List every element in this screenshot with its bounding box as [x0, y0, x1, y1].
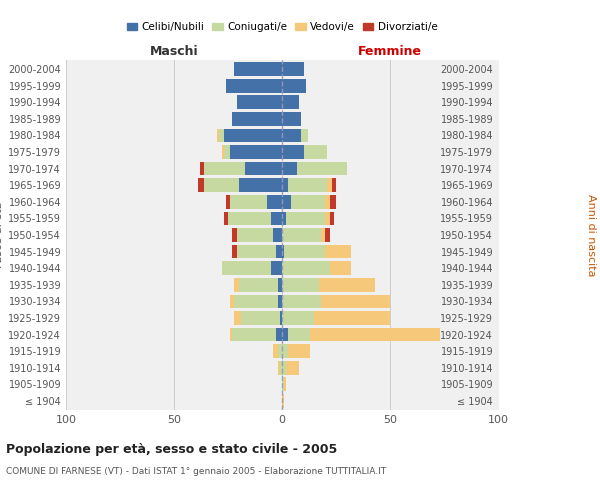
- Bar: [304, 146, 328, 159]
- Bar: [230, 328, 232, 342]
- Bar: [280, 361, 282, 374]
- Bar: [310, 328, 440, 342]
- Bar: [282, 328, 289, 342]
- Bar: [232, 328, 275, 342]
- Bar: [282, 394, 284, 407]
- Bar: [280, 311, 282, 324]
- Bar: [228, 212, 271, 225]
- Text: Anni di nascita: Anni di nascita: [586, 194, 596, 276]
- Text: Maschi: Maschi: [149, 44, 199, 58]
- Bar: [329, 195, 336, 208]
- Bar: [278, 278, 282, 291]
- Bar: [282, 146, 304, 159]
- Bar: [274, 228, 282, 242]
- Bar: [198, 178, 204, 192]
- Bar: [321, 228, 325, 242]
- Bar: [282, 128, 301, 142]
- Bar: [224, 146, 230, 159]
- Bar: [204, 162, 245, 175]
- Bar: [289, 344, 310, 358]
- Bar: [289, 178, 328, 192]
- Bar: [235, 278, 239, 291]
- Bar: [282, 278, 319, 291]
- Bar: [321, 294, 390, 308]
- Bar: [232, 245, 236, 258]
- Bar: [235, 311, 241, 324]
- Bar: [226, 79, 282, 92]
- Bar: [274, 344, 278, 358]
- Bar: [301, 128, 308, 142]
- Bar: [325, 195, 329, 208]
- Bar: [328, 178, 332, 192]
- Bar: [314, 311, 390, 324]
- Bar: [282, 162, 297, 175]
- Bar: [282, 262, 329, 275]
- Bar: [239, 178, 282, 192]
- Bar: [282, 62, 304, 76]
- Bar: [232, 112, 282, 126]
- Bar: [282, 245, 284, 258]
- Bar: [282, 212, 286, 225]
- Bar: [282, 195, 290, 208]
- Bar: [236, 96, 282, 109]
- Bar: [282, 361, 286, 374]
- Bar: [282, 311, 314, 324]
- Bar: [204, 178, 239, 192]
- Bar: [319, 278, 375, 291]
- Bar: [239, 278, 278, 291]
- Bar: [278, 344, 282, 358]
- Bar: [282, 344, 289, 358]
- Bar: [235, 62, 282, 76]
- Bar: [286, 361, 299, 374]
- Bar: [282, 294, 321, 308]
- Bar: [290, 195, 325, 208]
- Y-axis label: Fasce di età: Fasce di età: [0, 202, 4, 268]
- Bar: [284, 245, 325, 258]
- Bar: [236, 228, 274, 242]
- Bar: [289, 328, 310, 342]
- Bar: [221, 262, 271, 275]
- Bar: [200, 162, 204, 175]
- Legend: Celibi/Nubili, Coniugati/e, Vedovi/e, Divorziati/e: Celibi/Nubili, Coniugati/e, Vedovi/e, Di…: [122, 18, 442, 36]
- Bar: [286, 212, 325, 225]
- Bar: [224, 128, 282, 142]
- Bar: [282, 178, 289, 192]
- Bar: [282, 79, 306, 92]
- Text: Popolazione per età, sesso e stato civile - 2005: Popolazione per età, sesso e stato civil…: [6, 442, 337, 456]
- Bar: [236, 245, 275, 258]
- Bar: [325, 245, 351, 258]
- Bar: [325, 212, 329, 225]
- Bar: [217, 128, 220, 142]
- Bar: [220, 128, 224, 142]
- Bar: [226, 195, 230, 208]
- Bar: [230, 146, 282, 159]
- Bar: [275, 328, 282, 342]
- Bar: [221, 146, 224, 159]
- Bar: [275, 245, 282, 258]
- Bar: [282, 112, 301, 126]
- Bar: [332, 178, 336, 192]
- Bar: [235, 294, 278, 308]
- Bar: [282, 378, 284, 391]
- Bar: [232, 228, 236, 242]
- Bar: [284, 378, 286, 391]
- Bar: [329, 212, 334, 225]
- Bar: [230, 195, 267, 208]
- Bar: [230, 294, 235, 308]
- Bar: [267, 195, 282, 208]
- Bar: [245, 162, 282, 175]
- Text: Femmine: Femmine: [358, 44, 422, 58]
- Bar: [282, 96, 299, 109]
- Text: COMUNE DI FARNESE (VT) - Dati ISTAT 1° gennaio 2005 - Elaborazione TUTTITALIA.IT: COMUNE DI FARNESE (VT) - Dati ISTAT 1° g…: [6, 468, 386, 476]
- Bar: [271, 262, 282, 275]
- Bar: [297, 162, 347, 175]
- Bar: [271, 212, 282, 225]
- Bar: [224, 212, 228, 225]
- Bar: [278, 294, 282, 308]
- Bar: [278, 361, 280, 374]
- Bar: [325, 228, 329, 242]
- Bar: [282, 228, 321, 242]
- Bar: [329, 262, 351, 275]
- Bar: [241, 311, 280, 324]
